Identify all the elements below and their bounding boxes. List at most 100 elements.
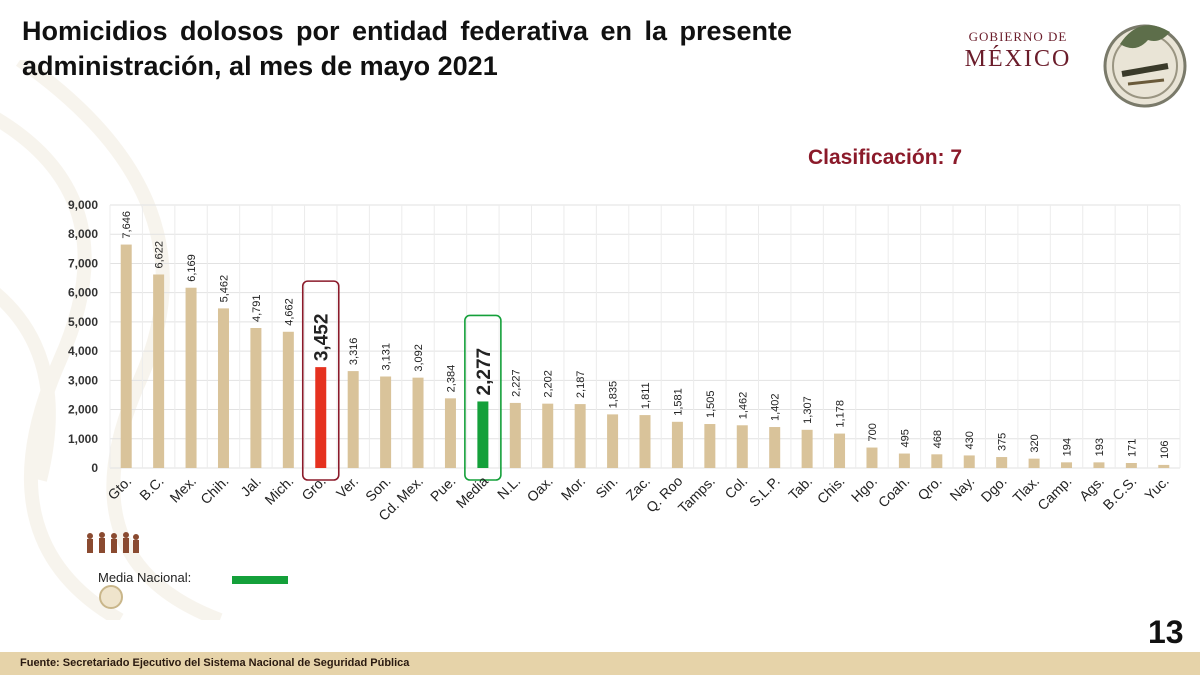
value-label: 194 xyxy=(1062,438,1074,456)
x-tick-label: B.C.S. xyxy=(1100,473,1140,513)
x-tick-label: Tab. xyxy=(785,473,815,503)
bar-coah xyxy=(898,453,910,468)
x-tick-label: Tamps. xyxy=(675,473,718,516)
value-label: 700 xyxy=(867,423,879,441)
value-label: 375 xyxy=(997,433,1009,451)
bar-qroo xyxy=(671,421,683,468)
value-label: 1,402 xyxy=(770,393,782,421)
bar-mex xyxy=(185,287,197,468)
x-tick-label: Qro. xyxy=(914,473,945,504)
coin-icon xyxy=(99,585,123,609)
value-label: 468 xyxy=(932,430,944,448)
bar-chih xyxy=(217,308,229,468)
value-label: 106 xyxy=(1159,441,1171,459)
value-label: 1,307 xyxy=(802,396,814,424)
bar-hgo xyxy=(866,447,878,468)
x-tick-label: Mor. xyxy=(558,473,589,504)
gobierno-mexico-logo: GOBIERNO DE MÉXICO xyxy=(952,30,1084,71)
bar-nl xyxy=(509,402,521,468)
x-tick-label: Media xyxy=(453,473,491,511)
value-label: 3,131 xyxy=(381,343,393,371)
footer-bar: Fuente: Secretariado Ejecutivo del Siste… xyxy=(0,652,1200,675)
source-note: Fuente: Secretariado Ejecutivo del Siste… xyxy=(20,657,410,669)
value-label: 5,462 xyxy=(218,275,230,303)
value-label: 1,178 xyxy=(835,400,847,428)
y-tick-label: 5,000 xyxy=(68,315,98,329)
bar-pue xyxy=(444,398,456,468)
bar-cdmex xyxy=(412,377,424,468)
bar-ver xyxy=(347,371,359,468)
y-tick-label: 8,000 xyxy=(68,227,98,241)
bar-jal xyxy=(250,327,262,468)
value-label: 6,169 xyxy=(186,254,198,282)
value-label: 6,622 xyxy=(154,241,166,269)
y-tick-label: 2,000 xyxy=(68,403,98,417)
value-label: 1,462 xyxy=(737,392,749,420)
classification-label: Clasificación: 7 xyxy=(808,146,963,169)
bar-gto xyxy=(120,244,132,468)
bar-tamps xyxy=(704,424,716,468)
bar-nay xyxy=(963,455,975,468)
x-tick-label: Oax. xyxy=(524,473,556,505)
value-label: 1,581 xyxy=(672,388,684,416)
x-tick-label: Yuc. xyxy=(1141,473,1172,504)
value-label: 2,187 xyxy=(575,371,587,399)
x-tick-label: Gto. xyxy=(104,473,134,503)
bar-bcs xyxy=(1125,463,1137,468)
y-tick-label: 6,000 xyxy=(68,286,98,300)
value-label: 1,811 xyxy=(640,382,652,409)
y-tick-label: 3,000 xyxy=(68,373,98,387)
bar-dgo xyxy=(996,457,1008,468)
value-label: 3,316 xyxy=(348,338,360,366)
y-tick-label: 9,000 xyxy=(68,198,98,212)
highlight-box xyxy=(464,314,502,481)
value-label: 7,646 xyxy=(121,211,133,239)
bar-col xyxy=(736,425,748,468)
bar-gro xyxy=(315,367,327,468)
bar-mor xyxy=(574,404,586,468)
x-tick-label: S.L.P. xyxy=(746,473,783,510)
y-tick-label: 1,000 xyxy=(68,432,98,446)
page-number: 13 xyxy=(1148,614,1184,650)
value-label: 193 xyxy=(1094,438,1106,456)
value-label: 2,227 xyxy=(510,369,522,397)
x-tick-label: B.C. xyxy=(136,473,167,504)
x-tick-label: Camp. xyxy=(1034,473,1074,513)
mexico-2021-seal-icon xyxy=(1103,24,1187,108)
value-label: 430 xyxy=(964,431,976,449)
homicides-bar-chart: 0 1,000 2,000 3,000 4,000 5,000 6,000 7,000 8,00… xyxy=(68,198,1181,524)
legend-swatch-media xyxy=(232,576,288,584)
value-label: 4,791 xyxy=(251,294,263,322)
x-tick-label: Dgo. xyxy=(978,473,1010,505)
y-tick-label: 4,000 xyxy=(68,344,98,358)
x-tick-label: Coah. xyxy=(875,473,913,511)
legend-label: Media Nacional: xyxy=(98,570,192,585)
bar-camp xyxy=(1061,462,1073,468)
value-label: 4,662 xyxy=(283,298,295,326)
value-label: 1,505 xyxy=(705,390,717,418)
bar-zac xyxy=(639,415,651,468)
bar-ags xyxy=(1093,462,1105,468)
x-tick-label: Chih. xyxy=(197,473,231,507)
value-label: 1,835 xyxy=(608,381,620,409)
logo-line-2: MÉXICO xyxy=(964,46,1072,72)
x-tick-label: Sin. xyxy=(592,473,620,501)
logo-line-1: GOBIERNO DE xyxy=(968,29,1068,44)
x-tick-label: Nay. xyxy=(946,473,977,504)
bar-sin xyxy=(607,414,619,468)
value-label: 320 xyxy=(1029,434,1041,452)
x-tick-label: Chis. xyxy=(814,473,848,507)
value-label: 2,277 xyxy=(474,348,495,396)
bar-bc xyxy=(153,274,165,468)
bar-mich xyxy=(282,331,294,468)
highlight-box xyxy=(301,280,340,481)
bar-yuc xyxy=(1158,464,1170,468)
bar-chis xyxy=(834,433,846,468)
x-tick-label: Ver. xyxy=(333,473,361,501)
people-group-icon xyxy=(87,532,139,553)
y-tick-label: 7,000 xyxy=(68,256,98,270)
value-label: 2,384 xyxy=(445,365,457,393)
page-title: Homicidios dolosos por entidad federativ… xyxy=(22,16,792,81)
x-tick-label: Mich. xyxy=(261,473,296,508)
x-tick-label: N.L. xyxy=(494,473,523,502)
